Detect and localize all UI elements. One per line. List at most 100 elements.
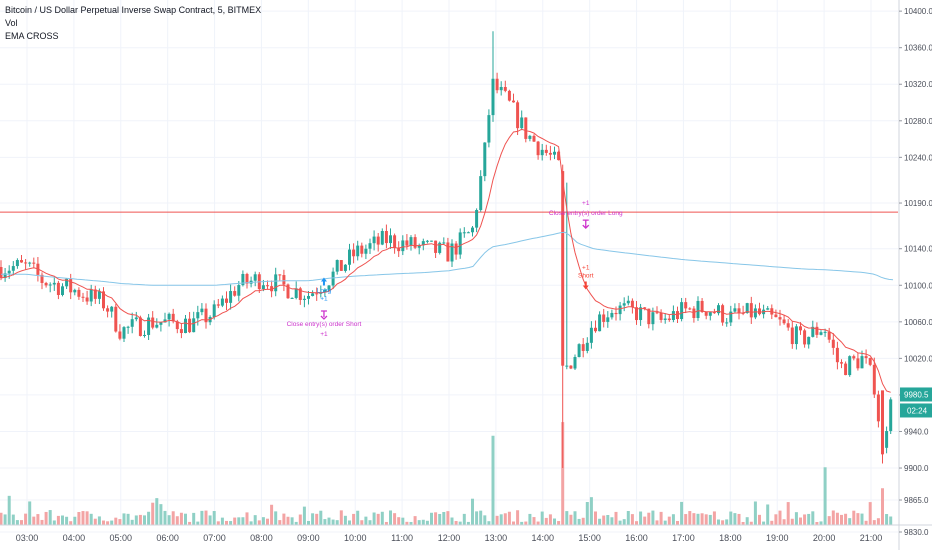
volume-bar [274, 511, 278, 525]
volume-bar [671, 514, 675, 525]
candle-body [434, 240, 438, 253]
candle-body [745, 303, 749, 314]
candle-body [446, 242, 450, 262]
volume-bar [245, 512, 249, 525]
candle-body [413, 237, 417, 248]
candle-body [253, 274, 257, 281]
volume-bar [155, 498, 159, 525]
volume-bar [688, 511, 692, 525]
volume-bar [241, 517, 245, 525]
candle-body [237, 285, 241, 296]
candle-body [581, 344, 585, 351]
volume-bar [704, 514, 708, 525]
time-tick-label: 03:00 [16, 533, 39, 543]
candle-body [52, 282, 56, 285]
candle-body [766, 308, 770, 310]
candle-body [516, 102, 520, 129]
volume-bar [856, 513, 860, 525]
ema-cross-study-label[interactable]: EMA CROSS [5, 31, 59, 41]
short-label: Short [578, 272, 594, 279]
candle-body [401, 240, 405, 252]
candle-body [647, 308, 651, 325]
volume-bar [138, 514, 142, 525]
candle-body [69, 278, 73, 293]
price-tick-label: 10190.0 [904, 199, 932, 208]
volume-bar [852, 510, 856, 525]
volume-bar [872, 520, 876, 525]
last-price-badge [900, 387, 932, 402]
volume-bar [454, 521, 458, 525]
volume-bar [434, 512, 438, 525]
short-arrow-icon [582, 281, 589, 290]
candle-body [372, 236, 376, 244]
candle-body [315, 293, 319, 295]
time-tick-label: 14:00 [532, 533, 555, 543]
volume-bar [216, 521, 220, 525]
candle-body [499, 86, 503, 91]
candle-body [692, 308, 696, 319]
candle-body [700, 300, 704, 313]
candle-body [11, 266, 15, 271]
volume-bar [446, 511, 450, 525]
volume-bar [753, 501, 757, 525]
candle-body [872, 364, 876, 395]
candle-body [803, 330, 807, 345]
candle-body [307, 295, 310, 299]
volume-bar [196, 521, 200, 525]
volume-bar [257, 520, 261, 525]
candle-body [331, 271, 335, 286]
candle-body [856, 358, 860, 369]
candle-body [786, 323, 790, 328]
candle-body [15, 260, 19, 267]
volume-study-label[interactable]: Vol [5, 18, 18, 28]
volume-bar [364, 516, 368, 525]
candle-body [626, 300, 630, 304]
candle-body [425, 240, 429, 242]
volume-bar [348, 520, 351, 525]
volume-bar [512, 521, 515, 525]
price-tick-label: 10020.0 [904, 354, 932, 363]
volume-bar [881, 488, 884, 525]
volume-bar [794, 512, 798, 525]
candle-body [868, 358, 872, 365]
volume-bar [188, 521, 192, 525]
candle-body [680, 302, 684, 320]
volume-bar [614, 511, 618, 525]
symbol-title[interactable]: Bitcoin / US Dollar Perpetual Inverse Sw… [5, 5, 262, 15]
price-tick-label: 9900.0 [904, 464, 929, 473]
volume-bar [114, 517, 118, 525]
volume-bar [491, 435, 495, 525]
time-axis[interactable]: 03:00 04:00 05:00 06:00 07:00 08:00 09:00 10:00… [0, 524, 932, 543]
volume-bar [647, 512, 651, 525]
candle-body [167, 313, 171, 320]
candle-body [163, 319, 167, 323]
volume-bar [827, 516, 831, 525]
candle-body [85, 297, 89, 302]
volume-bar [389, 510, 392, 525]
volume-bar [261, 517, 265, 525]
candle-body [130, 319, 134, 327]
candle-body [335, 260, 339, 272]
time-tick-label: 15:00 [578, 533, 601, 543]
price-axis[interactable]: 10400.0 10360.0 10320.0 10280.0 10240.0 10190… [898, 0, 932, 550]
candlesticks [0, 31, 893, 469]
candle-body [159, 322, 163, 325]
volume-bar [544, 517, 548, 525]
volume-bar [7, 495, 11, 525]
volume-bar [577, 518, 581, 525]
candle-body [274, 274, 278, 292]
volume-bar [696, 513, 700, 525]
volume-bar [380, 511, 384, 525]
candle-body [376, 236, 380, 245]
candle-body [81, 296, 85, 298]
candle-body [302, 298, 306, 300]
volume-bar [323, 519, 327, 525]
candle-body [421, 241, 425, 246]
candle-body [557, 151, 561, 161]
time-tick-label: 07:00 [203, 533, 226, 543]
volume-bar [208, 515, 212, 525]
volume-bar [561, 422, 565, 525]
candle-body [548, 152, 552, 155]
volume-bar [253, 515, 257, 525]
